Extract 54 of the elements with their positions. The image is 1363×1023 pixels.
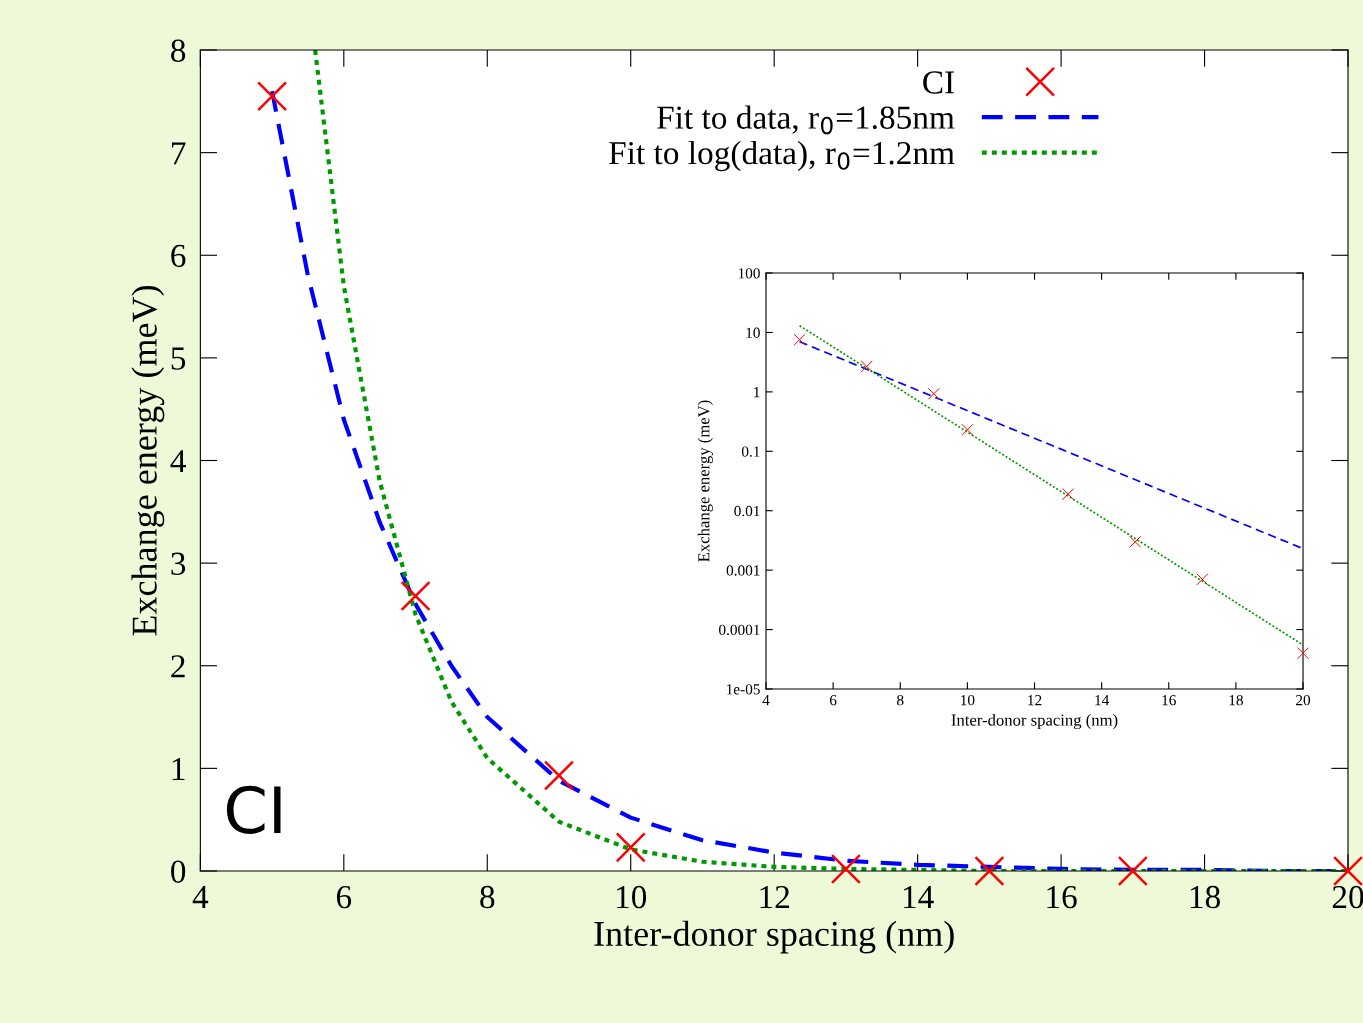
point bbox=[1129, 535, 1142, 548]
y-axis-title: Exchange energy (meV) bbox=[131, 285, 165, 636]
y-tick-label: 100 bbox=[738, 268, 760, 279]
point bbox=[400, 580, 431, 612]
x-tick-label: 14 bbox=[903, 886, 934, 908]
y-tick-label: 0.0001 bbox=[719, 624, 760, 636]
point bbox=[793, 333, 806, 346]
y-tick-label: 1 bbox=[172, 757, 185, 780]
annotation: CI bbox=[226, 785, 281, 834]
x-tick-label: 20 bbox=[1296, 694, 1311, 706]
x-axis-title: Inter-donor spacing (nm) bbox=[951, 713, 1118, 730]
point bbox=[961, 423, 974, 436]
legend-label: Fit to log(data), r$_{0}$=1.2nm bbox=[609, 140, 955, 172]
y-tick-label: 4 bbox=[170, 450, 186, 473]
y-tick-label: 6 bbox=[171, 244, 186, 268]
point bbox=[860, 360, 873, 373]
y-tick-label: 0.01 bbox=[734, 505, 760, 517]
y-tick-label: 7 bbox=[172, 142, 186, 165]
point bbox=[543, 760, 575, 791]
y-tick-label: 5 bbox=[171, 347, 186, 370]
y-tick-label: 2 bbox=[171, 655, 185, 678]
y-tick-label: 3 bbox=[171, 552, 186, 576]
point bbox=[1062, 488, 1075, 501]
legend-label: Fit to data, r$_{0}$=1.85nm bbox=[657, 105, 955, 135]
x-tick-label: 12 bbox=[1028, 695, 1042, 706]
x-tick-label: 16 bbox=[1047, 885, 1077, 909]
x-tick-label: 10 bbox=[961, 694, 975, 706]
y-tick-label: 1e-05 bbox=[727, 684, 760, 695]
x-tick-label: 10 bbox=[616, 885, 647, 909]
x-tick-label: 4 bbox=[762, 695, 770, 706]
x-tick-label: 18 bbox=[1229, 694, 1243, 706]
y-tick-label: 1 bbox=[754, 387, 760, 398]
x-tick-label: 20 bbox=[1332, 885, 1363, 909]
y-tick-label: 0.1 bbox=[741, 446, 760, 457]
y-tick-label: 10 bbox=[746, 327, 760, 338]
legend-label: CI bbox=[923, 71, 954, 94]
x-tick-label: 8 bbox=[480, 885, 495, 909]
y-tick-label: 0 bbox=[171, 860, 186, 883]
point bbox=[1196, 573, 1209, 586]
point bbox=[1296, 647, 1310, 660]
x-tick-label: 4 bbox=[192, 886, 209, 908]
x-axis-title: Inter-donor spacing (nm) bbox=[594, 920, 954, 954]
x-tick-label: 18 bbox=[1190, 885, 1220, 909]
x-tick-label: 16 bbox=[1162, 695, 1176, 706]
y-axis-title: Exchange energy (meV) bbox=[697, 400, 713, 562]
point bbox=[927, 387, 940, 400]
x-tick-label: 6 bbox=[336, 885, 352, 909]
x-tick-label: 12 bbox=[760, 885, 790, 908]
x-tick-label: 6 bbox=[829, 695, 837, 706]
point bbox=[256, 81, 288, 112]
y-tick-label: 8 bbox=[171, 39, 186, 62]
x-tick-label: 14 bbox=[1095, 695, 1110, 706]
x-tick-label: 8 bbox=[897, 694, 904, 706]
y-tick-label: 0.001 bbox=[726, 565, 760, 576]
